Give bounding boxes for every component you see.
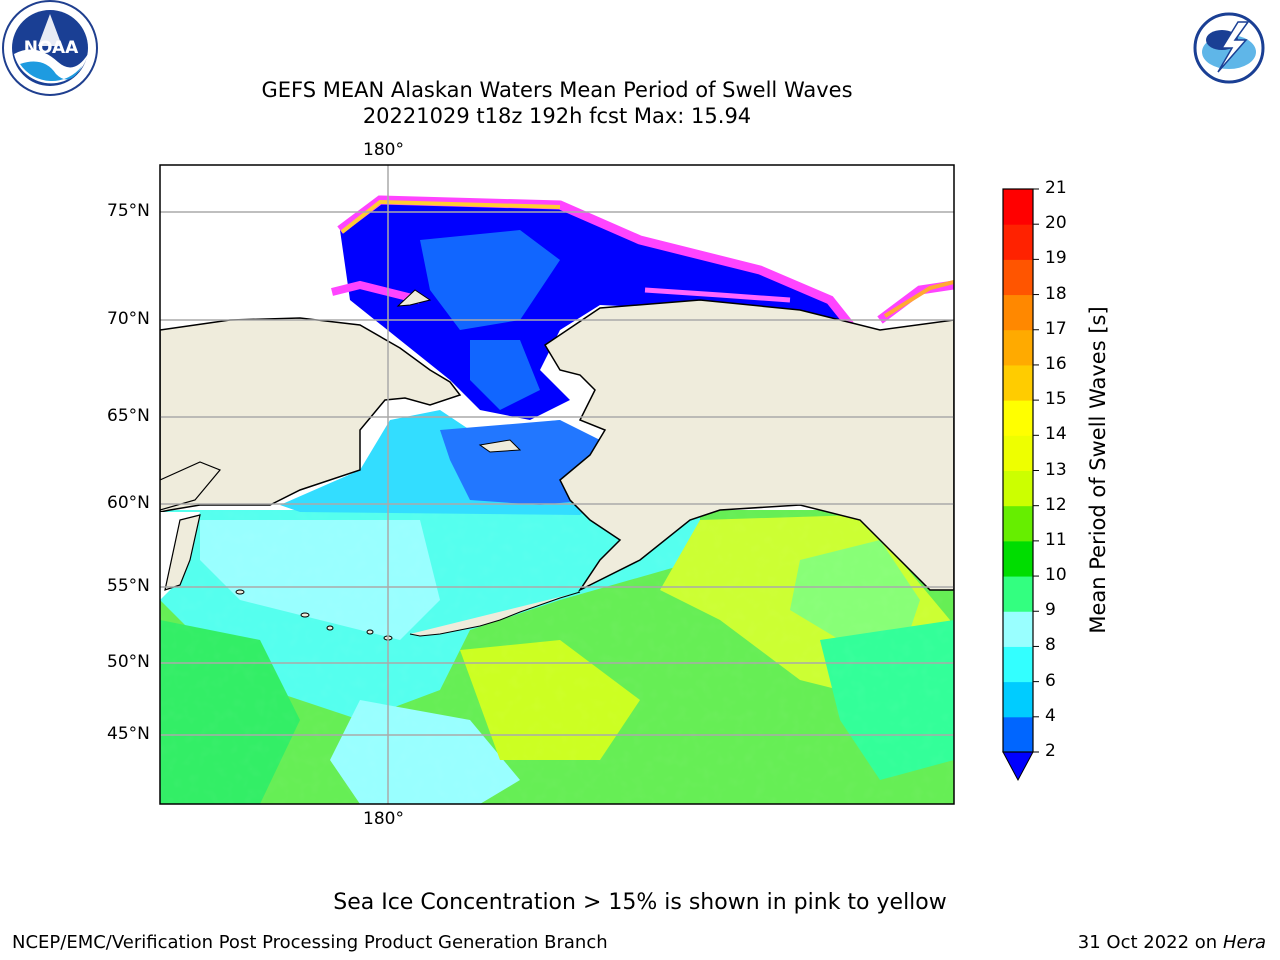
colorbar-tick-label: 6 [1045,670,1056,691]
colorbar-segment [1003,646,1033,683]
colorbar-tick-label: 14 [1045,424,1067,445]
top-lon-label: 180° [363,140,404,160]
colorbar-segment [1003,611,1033,647]
land-alaska [543,299,954,592]
colorbar-segment [1003,681,1033,718]
aleutian-islands [235,589,581,641]
graticule [160,165,954,804]
colorbar-segment [1003,505,1033,542]
colorbar-segment [1003,259,1033,296]
lat-label-60: 60°N [107,493,150,513]
colorbar-segment [1003,224,1033,260]
land-siberia [160,317,462,513]
colorbar-tick-label: 17 [1045,318,1067,339]
sea-ice-note: Sea Ice Concentration > 15% is shown in … [333,890,947,915]
colorbar-segment [1003,294,1033,331]
colorbar-label: Mean Period of Swell Waves [s] [1086,306,1110,634]
land-kamchatka [164,514,201,591]
colorbar-tick-label: 12 [1045,494,1067,515]
lat-label-45: 45°N [107,724,150,744]
lat-label-50: 50°N [107,652,150,672]
colorbar-segment [1003,364,1033,401]
colorbar [1002,188,1039,782]
colorbar-tick-label: 10 [1045,565,1067,586]
noaa-logo: NOAA [2,0,100,98]
colorbar-tick-label: 15 [1045,389,1067,410]
colorbar-tick-label: 8 [1045,635,1056,656]
colorbar-under-arrow [1002,751,1034,782]
map-subtitle: 20221029 t18z 192h fcst Max: 15.94 [362,104,752,128]
colorbar-segment [1003,189,1033,225]
map-title: GEFS MEAN Alaskan Waters Mean Period of … [261,78,853,102]
colorbar-segment [1003,540,1033,577]
colorbar-tick-label: 13 [1045,459,1067,480]
colorbar-segment [1003,576,1033,612]
colorbar-tick-label: 21 [1045,178,1067,198]
lat-label-65: 65°N [107,406,150,426]
noaa-logo-text: NOAA [23,38,79,58]
colorbar-tick-label: 16 [1045,353,1067,374]
footer-credit: NCEP/EMC/Verification Post Processing Pr… [12,932,608,953]
footer-date: 31 Oct 2022 on Hera [1078,932,1266,953]
colorbar-segment [1003,470,1033,507]
colorbar-segment [1003,400,1033,436]
footer-date-text: 31 Oct 2022 on [1077,932,1218,953]
colorbar-tick-label: 18 [1045,283,1067,304]
lat-label-75: 75°N [107,201,150,221]
colorbar-segment [1003,435,1033,471]
colorbar-tick-label: 2 [1045,741,1056,761]
map-area [160,165,954,804]
footer-host: Hera [1222,932,1266,953]
colorbar-tick-label: 20 [1045,213,1067,234]
bottom-lon-label: 180° [363,809,404,829]
colorbar-tick-label: 9 [1045,600,1056,621]
lat-label-55: 55°N [107,576,150,596]
colorbar-tick-label: 11 [1045,529,1067,550]
map-frame [159,164,955,805]
colorbar-segment [1003,716,1033,753]
colorbar-segment [1003,329,1033,366]
colorbar-tick-label: 4 [1045,705,1056,726]
lat-label-70: 70°N [107,309,150,329]
colorbar-tick-label: 19 [1045,248,1067,269]
